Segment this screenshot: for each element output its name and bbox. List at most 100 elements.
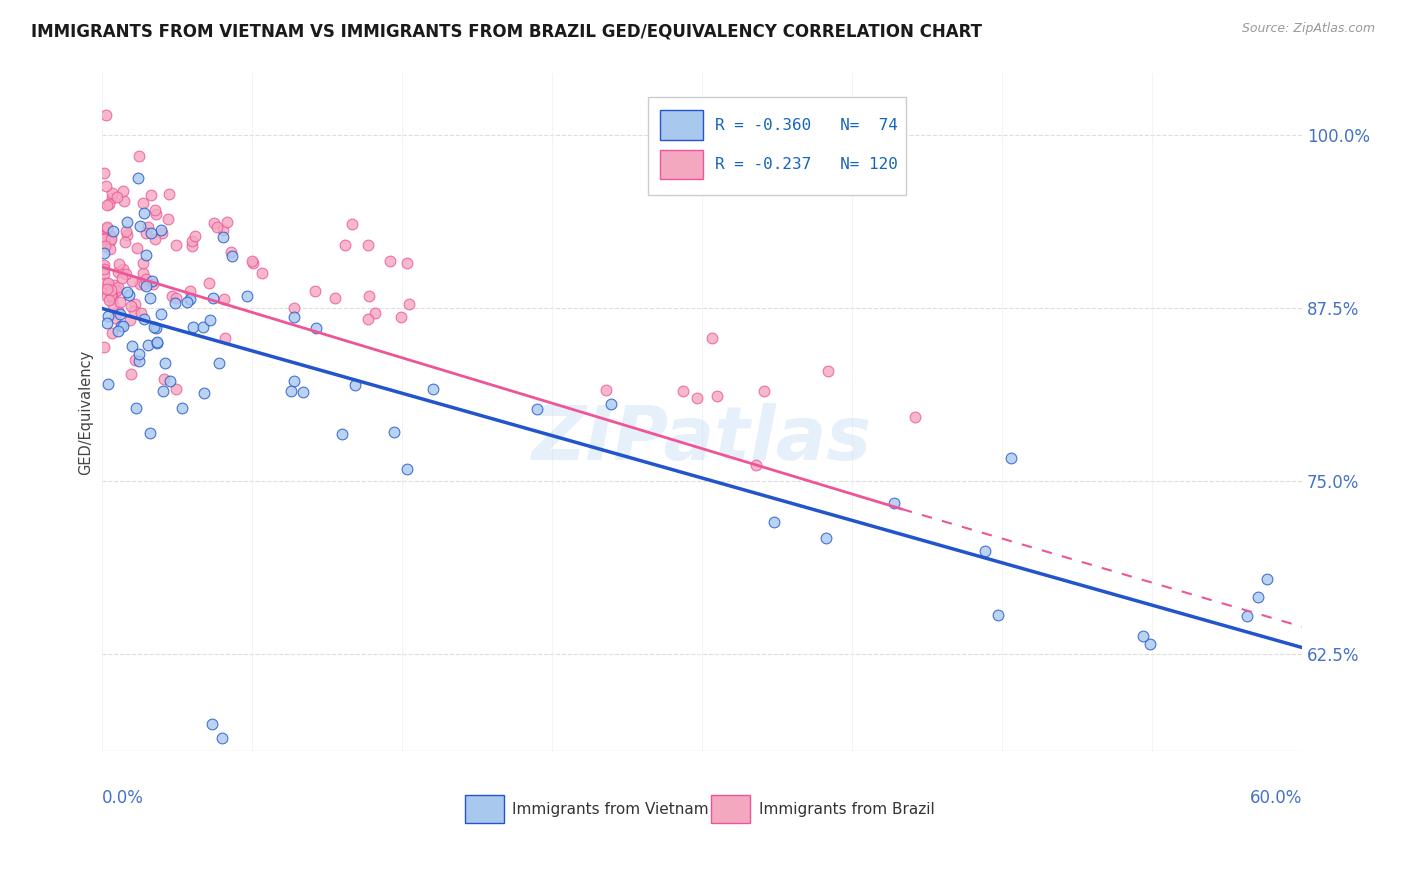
- Point: [242, 255, 264, 269]
- Point: [121, 273, 143, 287]
- Text: 60.0%: 60.0%: [1250, 789, 1302, 806]
- Text: R = -0.237   N= 120: R = -0.237 N= 120: [716, 157, 898, 172]
- Point: [115, 267, 138, 281]
- Point: [100, 232, 122, 246]
- Point: [883, 496, 905, 510]
- Point: [108, 307, 131, 321]
- Point: [100, 229, 122, 244]
- Point: [181, 320, 204, 334]
- Point: [136, 220, 159, 235]
- Point: [599, 397, 621, 411]
- Point: [215, 215, 238, 229]
- Point: [115, 224, 138, 238]
- Point: [107, 304, 129, 318]
- Point: [754, 384, 776, 399]
- Point: [156, 212, 179, 227]
- Point: [165, 238, 187, 252]
- Point: [422, 382, 444, 396]
- Text: R = -0.360   N=  74: R = -0.360 N= 74: [716, 118, 898, 133]
- Point: [903, 409, 925, 424]
- Point: [135, 272, 157, 286]
- Point: [335, 238, 357, 252]
- Point: [111, 270, 134, 285]
- Point: [145, 207, 167, 221]
- Point: [160, 288, 183, 302]
- Point: [124, 297, 146, 311]
- Point: [105, 190, 128, 204]
- Point: [129, 219, 152, 233]
- Point: [121, 299, 143, 313]
- Point: [115, 227, 138, 242]
- Point: [686, 391, 709, 405]
- Point: [159, 375, 181, 389]
- Point: [96, 289, 118, 303]
- Point: [118, 288, 141, 302]
- Point: [101, 292, 124, 306]
- Point: [97, 293, 120, 308]
- Point: [142, 319, 165, 334]
- Point: [1246, 590, 1268, 604]
- Point: [395, 462, 418, 476]
- Point: [93, 267, 115, 281]
- Point: [155, 356, 177, 370]
- Point: [398, 297, 420, 311]
- Point: [94, 239, 117, 253]
- Point: [305, 321, 328, 335]
- Point: [135, 226, 157, 240]
- Point: [110, 295, 132, 310]
- Point: [214, 331, 236, 345]
- Point: [595, 384, 617, 398]
- Point: [180, 234, 202, 248]
- Point: [101, 224, 124, 238]
- Point: [357, 288, 380, 302]
- Point: [97, 310, 120, 324]
- Point: [145, 321, 167, 335]
- Point: [131, 266, 153, 280]
- Point: [304, 285, 326, 299]
- Point: [165, 382, 187, 396]
- Point: [157, 186, 180, 201]
- Point: [142, 277, 165, 292]
- Point: [128, 149, 150, 163]
- Point: [93, 236, 115, 251]
- Point: [396, 256, 419, 270]
- Point: [212, 293, 235, 307]
- Text: 0.0%: 0.0%: [101, 789, 143, 806]
- Point: [125, 401, 148, 416]
- Point: [124, 353, 146, 368]
- Point: [112, 194, 135, 208]
- Point: [212, 222, 235, 236]
- Point: [815, 531, 838, 545]
- Point: [112, 262, 135, 277]
- Point: [165, 291, 187, 305]
- Point: [132, 255, 155, 269]
- Point: [96, 220, 118, 235]
- Point: [221, 249, 243, 263]
- Point: [198, 276, 221, 290]
- Point: [389, 310, 412, 325]
- Point: [93, 246, 115, 260]
- Point: [105, 283, 128, 297]
- Point: [526, 402, 548, 417]
- Point: [193, 386, 215, 401]
- Point: [382, 425, 405, 439]
- Point: [1139, 637, 1161, 651]
- Point: [122, 303, 145, 318]
- Point: [745, 458, 768, 472]
- Point: [343, 378, 366, 392]
- Point: [134, 206, 156, 220]
- Point: [149, 223, 172, 237]
- Point: [94, 108, 117, 122]
- Point: [1256, 572, 1278, 586]
- Point: [121, 339, 143, 353]
- Point: [101, 326, 124, 341]
- Point: [763, 515, 786, 529]
- Point: [150, 226, 173, 240]
- Text: Immigrants from Vietnam: Immigrants from Vietnam: [512, 802, 709, 816]
- Point: [205, 219, 228, 234]
- Point: [973, 543, 995, 558]
- Point: [176, 295, 198, 310]
- Point: [100, 289, 122, 303]
- Point: [93, 282, 115, 296]
- Point: [149, 307, 172, 321]
